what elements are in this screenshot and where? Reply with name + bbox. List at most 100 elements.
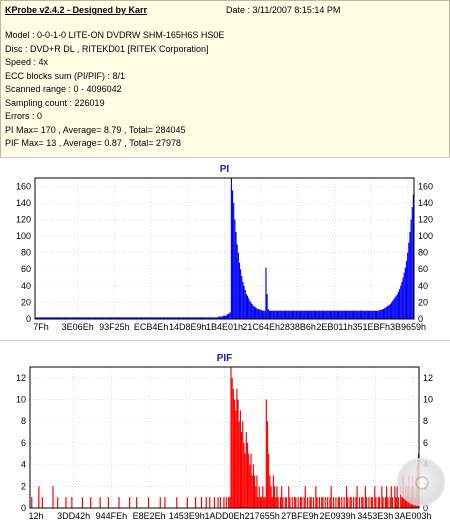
pi-bar: [149, 317, 151, 319]
pi-bar: [278, 310, 280, 319]
pif-bar: [262, 486, 264, 508]
pi-y-tick-right: 100: [418, 231, 433, 241]
pi-x-tick-label: 351EBFh: [353, 322, 391, 332]
pi-bar: [183, 317, 185, 319]
pi-bar: [363, 310, 365, 319]
pi-bar: [119, 317, 121, 319]
pi-y-tick-right: 160: [418, 181, 433, 191]
pif-bar: [309, 497, 311, 508]
pif-bar: [81, 497, 84, 508]
pi-bar: [210, 317, 212, 319]
pi-bar: [361, 310, 363, 319]
pi-bar: [139, 317, 141, 319]
pi-bar: [303, 310, 305, 319]
pi-bar: [181, 317, 183, 319]
pif-bar: [297, 497, 299, 508]
pi-bar: [116, 317, 118, 319]
pi-bar: [98, 317, 100, 319]
pif-bar: [361, 497, 363, 508]
pi-bar: [217, 317, 219, 319]
pi-bar: [359, 310, 362, 319]
pi-bar: [218, 316, 220, 319]
pi-bar: [91, 317, 93, 319]
pi-bar: [73, 317, 75, 319]
pi-bar: [342, 310, 344, 319]
pi-bar: [302, 310, 304, 319]
pif-bar: [238, 421, 240, 508]
pif-bar: [186, 497, 188, 508]
pif-bar: [322, 497, 324, 508]
pi-bar: [350, 310, 352, 319]
pi-bar: [197, 317, 199, 319]
pif-bar: [225, 497, 227, 508]
pif-x-tick-label: 3453E3h: [357, 511, 393, 521]
pi-y-tick-left: 140: [16, 198, 31, 208]
pif-bar: [332, 497, 335, 508]
pi-bar: [305, 310, 307, 319]
pif-bar: [236, 388, 238, 508]
pi-bar: [273, 310, 275, 319]
pi-bar: [83, 317, 85, 319]
pi-bar: [168, 317, 170, 319]
pif-bar: [285, 497, 287, 508]
pi-bar: [38, 317, 40, 319]
pif-chart-panel: PIF00224466881010121212h3DD42h944FEhE8E2…: [0, 340, 450, 530]
pi-bar: [154, 317, 156, 319]
info-errors: Errors : 0: [5, 111, 43, 121]
pi-bar: [86, 317, 88, 319]
pi-bar: [227, 314, 229, 319]
pi-y-tick-right: 120: [418, 214, 433, 224]
pi-bar: [352, 310, 355, 319]
pif-x-tick-label: 217655h: [245, 511, 280, 521]
pi-bar: [364, 310, 366, 319]
pif-x-tick-label: 3DD42h: [57, 511, 90, 521]
pi-bar: [150, 317, 152, 319]
pif-bar: [129, 497, 131, 508]
pif-bar: [71, 497, 73, 508]
pi-bar: [313, 310, 315, 319]
pi-bar: [316, 310, 318, 319]
pi-bar: [317, 310, 319, 319]
pi-bar: [235, 231, 237, 319]
pif-x-tick-label: 944FEh: [96, 511, 128, 521]
pi-bar: [408, 242, 410, 319]
pi-bar: [49, 317, 52, 319]
pi-bar: [236, 244, 238, 319]
pi-bar: [155, 317, 158, 319]
pi-bar: [157, 317, 159, 319]
pif-bar: [38, 486, 40, 508]
pi-bar: [344, 310, 347, 319]
pif-bar: [364, 486, 366, 508]
disc-logo-watermark: [397, 458, 445, 506]
pi-bar: [77, 317, 79, 319]
pif-bar: [277, 497, 279, 508]
pif-bar: [352, 497, 355, 508]
pif-bar: [256, 475, 258, 508]
pi-bar: [253, 306, 256, 319]
pi-bar: [78, 317, 80, 319]
pi-bar: [90, 317, 92, 319]
pif-bar: [329, 497, 331, 508]
pi-bar: [70, 317, 72, 319]
pi-y-tick-left: 20: [21, 297, 31, 307]
pi-bar: [371, 310, 373, 319]
pif-bar: [118, 497, 120, 508]
pif-bar: [396, 486, 398, 508]
pi-y-tick-left: 100: [16, 231, 31, 241]
pi-bar: [261, 310, 264, 319]
pi-bar: [339, 310, 341, 319]
pi-bar: [121, 317, 123, 319]
pi-bar: [62, 317, 64, 319]
pi-bar: [226, 314, 228, 319]
pi-bar: [172, 317, 174, 319]
pi-bar: [113, 317, 115, 319]
pi-bar: [319, 310, 321, 319]
pif-bar: [275, 497, 277, 508]
pi-bar: [187, 317, 189, 319]
pif-bar: [264, 497, 266, 508]
pif-bar: [390, 486, 392, 508]
pi-chart-title: PI: [220, 164, 230, 175]
pi-bar: [228, 313, 230, 319]
pif-bar: [384, 497, 386, 508]
pi-bar: [219, 316, 221, 319]
